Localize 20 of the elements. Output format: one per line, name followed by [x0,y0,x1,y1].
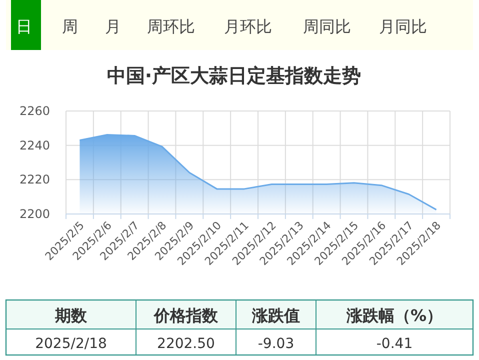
text: -0.41 [376,336,413,352]
text: -9.03 [258,336,294,352]
text: 月同比 [379,17,427,36]
y-tick-label: 2240 [19,138,50,152]
text: 月 [105,17,121,36]
y-tick-label: 2260 [19,104,50,118]
text: 日 [16,17,32,36]
text: 价格指数 [153,306,219,325]
text: 月环比 [224,17,272,36]
y-tick-label: 2220 [19,172,50,187]
text: 涨跌幅（%） [345,306,443,325]
text: 2202.50 [157,336,215,352]
y-tick-label: 2200 [19,207,50,221]
text: 2025/2/18 [35,336,107,352]
text: 周同比 [303,17,351,36]
chart-title: 中国·产区大蒜日定基指数走势 [106,65,362,87]
text: 期数 [54,306,88,325]
text: 周 [62,17,78,36]
text: 周环比 [147,17,195,36]
text: 涨跌值 [251,306,300,325]
